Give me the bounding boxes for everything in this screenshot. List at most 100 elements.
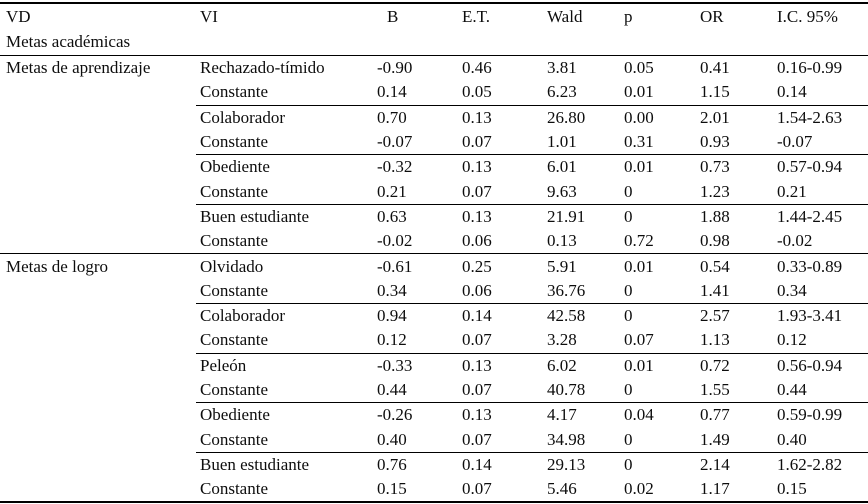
- et-cell: 0.07: [462, 429, 492, 449]
- table-row: Constante 0.21 0.07 9.63 0 1.23 0.21: [0, 179, 868, 203]
- or-cell: 0.54: [700, 256, 730, 276]
- vi-cell: Constante: [200, 82, 268, 102]
- vd-group: Metas de logro Olvidado -0.61 0.25 5.91 0.01 0…: [0, 253, 868, 501]
- variable-block: Buen estudiante 0.76 0.14 29.13 0 2.14 1.62-2.…: [0, 453, 868, 502]
- or-cell: 1.13: [700, 330, 730, 350]
- p-cell: 0.01: [624, 256, 654, 276]
- variable-block: Metas de logro Olvidado -0.61 0.25 5.91 0.01 0…: [0, 254, 868, 303]
- ic-cell: 1.54-2.63: [777, 107, 843, 127]
- table-row: Colaborador 0.70 0.13 26.80 0.00 2.01 1.54-2.6…: [0, 106, 868, 130]
- p-cell: 0.00: [624, 107, 654, 127]
- wald-cell: 6.23: [547, 82, 577, 102]
- col-header-ic: I.C. 95%: [777, 6, 838, 26]
- p-cell: 0: [624, 429, 633, 449]
- ic-cell: 0.59-0.99: [777, 405, 843, 425]
- p-cell: 0: [624, 454, 633, 474]
- or-cell: 0.72: [700, 355, 730, 375]
- ic-cell: 0.56-0.94: [777, 355, 843, 375]
- or-cell: 0.41: [700, 58, 730, 78]
- et-cell: 0.13: [462, 107, 492, 127]
- variable-block: Colaborador 0.70 0.13 26.80 0.00 2.01 1.54-2.6…: [0, 106, 868, 155]
- b-cell: -0.32: [377, 157, 413, 177]
- ic-cell: 0.12: [777, 330, 807, 350]
- or-cell: 2.57: [700, 306, 730, 326]
- ic-cell: 1.44-2.45: [777, 206, 843, 226]
- p-cell: 0.07: [624, 330, 654, 350]
- et-cell: 0.07: [462, 132, 492, 152]
- or-cell: 0.73: [700, 157, 730, 177]
- vi-cell: Buen estudiante: [200, 454, 310, 474]
- b-cell: -0.07: [377, 132, 413, 152]
- wald-cell: 34.98: [547, 429, 586, 449]
- b-cell: -0.33: [377, 355, 413, 375]
- variable-block: Colaborador 0.94 0.14 42.58 0 2.57 1.93-3.41 Co…: [0, 304, 868, 353]
- wald-cell: 3.81: [547, 58, 577, 78]
- p-cell: 0: [624, 181, 633, 201]
- vi-cell: Obediente: [200, 405, 270, 425]
- col-header-et: E.T.: [462, 6, 491, 26]
- b-cell: 0.63: [377, 206, 407, 226]
- wald-cell: 40.78: [547, 380, 586, 399]
- et-cell: 0.14: [462, 454, 492, 474]
- or-cell: 1.15: [700, 82, 730, 102]
- p-cell: 0.31: [624, 132, 654, 152]
- b-cell: 0.34: [377, 280, 407, 300]
- vi-cell: Obediente: [200, 157, 270, 177]
- variable-block: Obediente -0.26 0.13 4.17 0.04 0.77 0.59-0.99 C…: [0, 403, 868, 452]
- b-cell: 0.12: [377, 330, 407, 350]
- wald-cell: 4.17: [547, 405, 577, 425]
- table-row: Metas de logro Olvidado -0.61 0.25 5.91 0.01 0…: [0, 254, 868, 278]
- vi-cell: Buen estudiante: [200, 206, 310, 226]
- col-header-vd: VD: [6, 6, 31, 26]
- p-cell: 0.01: [624, 82, 654, 102]
- or-cell: 0.93: [700, 132, 730, 152]
- or-cell: 1.17: [700, 479, 730, 499]
- b-cell: -0.26: [377, 405, 413, 425]
- wald-cell: 6.02: [547, 355, 577, 375]
- ic-cell: 0.21: [777, 181, 807, 201]
- block-separator-rule: [196, 402, 868, 404]
- table-row: Constante 0.44 0.07 40.78 0 1.55 0.44: [0, 378, 868, 402]
- table-row: Constante 0.14 0.05 6.23 0.01 1.15 0.14: [0, 80, 868, 104]
- or-cell: 1.88: [700, 206, 730, 226]
- p-cell: 0.01: [624, 355, 654, 375]
- b-cell: -0.90: [377, 58, 413, 78]
- or-cell: 1.55: [700, 380, 730, 399]
- or-cell: 1.49: [700, 429, 730, 449]
- ic-cell: 0.34: [777, 280, 807, 300]
- wald-cell: 6.01: [547, 157, 577, 177]
- table-row: Metas de aprendizaje Rechazado-tímido -0.9…: [0, 56, 868, 80]
- p-cell: 0: [624, 306, 633, 326]
- vd-cell: Metas de aprendizaje: [6, 58, 151, 78]
- b-cell: 0.76: [377, 454, 407, 474]
- variable-block: Metas de aprendizaje Rechazado-tímido -0.9…: [0, 56, 868, 105]
- b-cell: 0.94: [377, 306, 407, 326]
- et-cell: 0.07: [462, 181, 492, 201]
- block-separator-rule: [196, 104, 868, 106]
- vi-cell: Constante: [200, 280, 268, 300]
- table-row: Obediente -0.26 0.13 4.17 0.04 0.77 0.59-0.99: [0, 403, 868, 427]
- or-cell: 1.23: [700, 181, 730, 201]
- b-cell: -0.61: [377, 256, 413, 276]
- table-row: Constante -0.02 0.06 0.13 0.72 0.98 -0.02: [0, 229, 868, 253]
- et-cell: 0.13: [462, 405, 492, 425]
- block-separator-rule: [196, 302, 868, 304]
- vi-cell: Colaborador: [200, 306, 285, 326]
- b-cell: 0.70: [377, 107, 407, 127]
- header-row: VD VI B E.T. Wald p OR I.C. 95%: [0, 4, 868, 30]
- et-cell: 0.13: [462, 157, 492, 177]
- wald-cell: 5.46: [547, 479, 577, 499]
- p-cell: 0: [624, 380, 633, 399]
- col-header-b: B: [387, 6, 399, 26]
- block-separator-rule: [196, 154, 868, 156]
- col-header-p: p: [624, 6, 633, 26]
- col-header-wald: Wald: [547, 6, 583, 26]
- table-row: Constante 0.34 0.06 36.76 0 1.41 0.34: [0, 279, 868, 303]
- vi-cell: Rechazado-tímido: [200, 58, 325, 78]
- et-cell: 0.14: [462, 306, 492, 326]
- vi-cell: Colaborador: [200, 107, 285, 127]
- et-cell: 0.13: [462, 206, 492, 226]
- p-cell: 0.01: [624, 157, 654, 177]
- wald-cell: 26.80: [547, 107, 586, 127]
